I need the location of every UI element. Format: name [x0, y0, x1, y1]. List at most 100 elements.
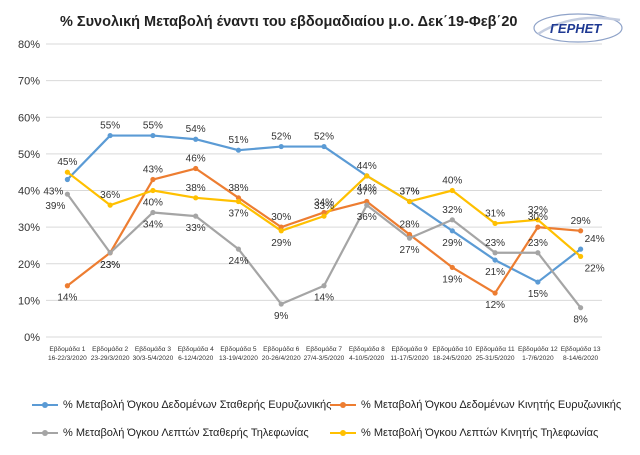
x-tick-sublabel: 1-7/6/2020	[522, 355, 554, 362]
x-tick-label: Εβδομάδα 7	[306, 345, 342, 353]
data-point	[364, 202, 370, 208]
data-point	[578, 253, 584, 260]
data-point	[406, 231, 413, 238]
data-point	[406, 198, 413, 205]
data-point	[449, 217, 455, 223]
x-tick-sublabel: 11-17/5/2020	[390, 355, 429, 362]
data-label: 29%	[271, 238, 291, 249]
data-label: 37%	[228, 208, 248, 219]
data-label: 36%	[100, 190, 120, 201]
data-point	[492, 250, 498, 256]
data-point	[193, 213, 199, 219]
data-label: 43%	[43, 187, 63, 198]
data-label: 54%	[186, 124, 206, 135]
data-label: 8%	[573, 315, 588, 326]
data-label: 31%	[485, 208, 505, 219]
x-tick-label: Εβδομάδα 8	[349, 345, 385, 353]
data-point	[535, 224, 541, 230]
data-point	[321, 143, 327, 150]
legend-swatch	[330, 428, 356, 438]
data-label: 28%	[400, 219, 420, 230]
data-point	[107, 202, 113, 208]
data-point	[449, 228, 455, 234]
data-label: 23%	[100, 260, 120, 271]
data-label: 33%	[186, 223, 206, 234]
data-point	[364, 173, 370, 179]
data-label: 12%	[485, 300, 505, 311]
data-point	[107, 250, 113, 256]
data-label: 14%	[57, 293, 77, 304]
data-point	[492, 220, 498, 227]
x-tick-label: Εβδομάδα 12	[518, 345, 558, 353]
data-label: 44%	[357, 161, 377, 172]
data-point	[535, 250, 541, 256]
data-label: 9%	[274, 311, 289, 322]
x-tick-sublabel: 23-29/3/2020	[91, 355, 130, 362]
data-label: 52%	[271, 132, 291, 143]
data-point	[492, 290, 498, 296]
x-tick-sublabel: 30/3-5/4/2020	[133, 355, 174, 362]
data-label: 24%	[585, 234, 605, 245]
data-point	[449, 187, 455, 194]
legend-label: % Μεταβολή Όγκου Λεπτών Σταθερής Τηλεφων…	[63, 427, 309, 439]
data-label: 37%	[400, 186, 420, 197]
data-label: 32%	[528, 205, 548, 216]
x-tick-sublabel: 6-12/4/2020	[178, 355, 214, 362]
data-point	[492, 257, 498, 263]
data-point	[278, 301, 284, 307]
data-label: 30%	[271, 212, 291, 223]
legend-item-2: % Μεταβολή Όγκου Δεδομένων Κινητής Ευρυζ…	[330, 396, 621, 414]
data-label: 46%	[186, 154, 206, 165]
y-tick-label: 60%	[18, 112, 40, 124]
data-point	[449, 264, 455, 271]
data-point	[235, 195, 242, 201]
data-label: 45%	[57, 157, 77, 168]
x-tick-label: Εβδομάδα 10	[432, 345, 472, 353]
plot-area: 0% 10% 20% 30% 40% 50% 60% 70% 80% Εβδομάδα 1 16-2…	[18, 39, 605, 362]
data-point	[235, 198, 242, 205]
data-label: 55%	[100, 121, 120, 132]
data-label: 21%	[485, 267, 505, 278]
data-label: 23%	[485, 238, 505, 249]
x-tick-sublabel: 20-26/4/2020	[262, 355, 301, 362]
y-tick-label: 20%	[18, 259, 40, 271]
data-point	[150, 209, 156, 216]
x-tick-label: Εβδομάδα 9	[391, 345, 427, 353]
x-tick-label: Εβδομάδα 13	[561, 345, 601, 353]
data-point	[64, 191, 70, 197]
x-tick-label: Εβδομάδα 3	[135, 345, 171, 353]
data-label: 24%	[228, 256, 248, 267]
y-tick-label: 50%	[18, 149, 40, 161]
logo-swoosh-arc	[537, 16, 621, 36]
x-tick-sublabel: 27/4-3/5/2020	[304, 355, 345, 362]
data-point	[235, 147, 242, 153]
data-label: 34%	[143, 219, 163, 230]
data-label: 44%	[357, 183, 377, 194]
legend-item-4: % Μεταβολή Όγκου Λεπτών Κινητής Τηλεφωνί…	[330, 424, 598, 442]
data-point	[278, 228, 284, 234]
data-point	[578, 246, 584, 252]
y-tick-label: 80%	[18, 39, 40, 51]
x-tick-sublabel: 4-10/5/2020	[349, 355, 385, 362]
x-tick-sublabel: 8-14/6/2020	[563, 355, 599, 362]
data-label: 37%	[357, 186, 377, 197]
data-label: 37%	[400, 186, 420, 197]
data-point	[64, 283, 70, 289]
legend-item-3: % Μεταβολή Όγκου Λεπτών Σταθερής Τηλεφων…	[32, 424, 309, 442]
legend: % Μεταβολή Όγκου Δεδομένων Σταθερής Ευρυ…	[0, 392, 640, 442]
data-point	[64, 176, 70, 183]
data-point	[578, 305, 584, 311]
data-label: 51%	[228, 135, 248, 146]
x-tick-label: Εβδομάδα 4	[178, 345, 214, 353]
logo-text: ΓΕΡΗΕΤ	[550, 21, 602, 36]
data-label: 22%	[585, 263, 605, 274]
data-point	[193, 136, 199, 142]
data-label: 38%	[228, 183, 248, 194]
data-point	[64, 169, 70, 175]
data-label: 27%	[400, 245, 420, 256]
data-point	[321, 213, 327, 219]
data-label: 32%	[442, 205, 462, 216]
data-point	[406, 235, 413, 241]
y-tick-label: 0%	[24, 332, 40, 344]
legend-label: % Μεταβολή Όγκου Λεπτών Κινητής Τηλεφωνί…	[361, 427, 599, 439]
